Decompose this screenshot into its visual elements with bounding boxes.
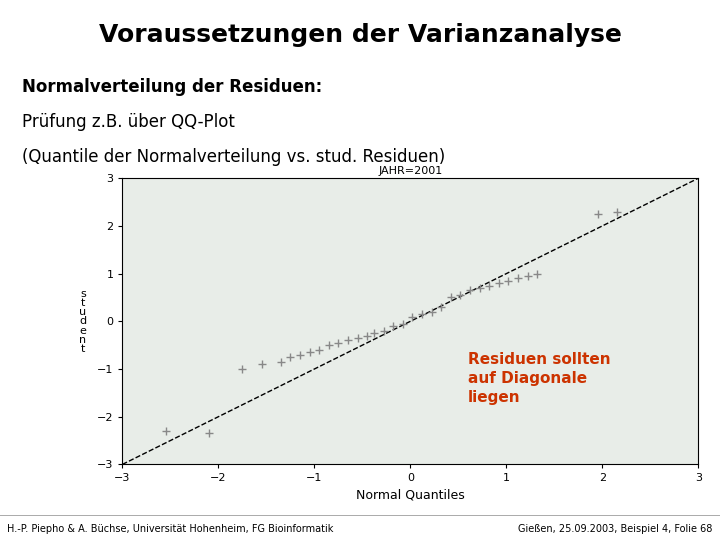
X-axis label: Normal Quantiles: Normal Quantiles (356, 489, 465, 502)
Text: Prüfung z.B. über QQ-Plot: Prüfung z.B. über QQ-Plot (22, 113, 235, 131)
Text: H.-P. Piepho & A. Büchse, Universität Hohenheim, FG Bioinformatik: H.-P. Piepho & A. Büchse, Universität Ho… (7, 524, 333, 534)
Text: Residuen sollten
auf Diagonale
liegen: Residuen sollten auf Diagonale liegen (468, 353, 611, 404)
Text: Gießen, 25.09.2003, Beispiel 4, Folie 68: Gießen, 25.09.2003, Beispiel 4, Folie 68 (518, 524, 713, 534)
Text: (Quantile der Normalverteilung vs. stud. Residuen): (Quantile der Normalverteilung vs. stud.… (22, 148, 445, 166)
Title: JAHR=2001: JAHR=2001 (378, 166, 443, 176)
Text: Voraussetzungen der Varianzanalyse: Voraussetzungen der Varianzanalyse (99, 23, 621, 47)
Y-axis label: s
t
u
d
e
n
t: s t u d e n t (79, 289, 86, 354)
Text: Normalverteilung der Residuen:: Normalverteilung der Residuen: (22, 78, 322, 97)
